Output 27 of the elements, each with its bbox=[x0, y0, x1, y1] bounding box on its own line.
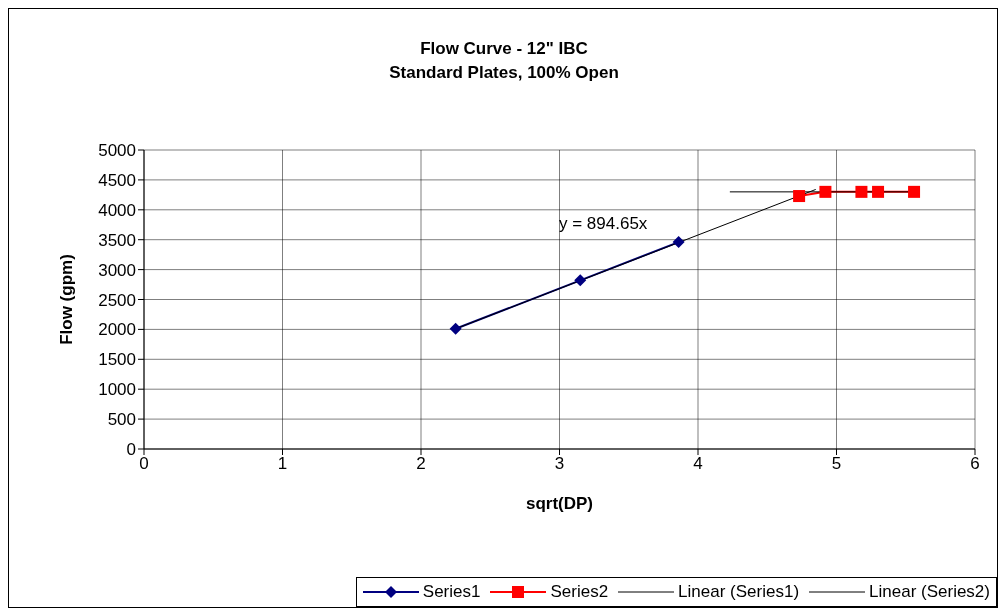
x-tick-label: 3 bbox=[554, 454, 565, 474]
y-tick-label: 3000 bbox=[98, 260, 136, 280]
x-tick-label: 6 bbox=[970, 454, 980, 474]
y-tick-label: 5000 bbox=[98, 141, 136, 161]
x-tick-label: 2 bbox=[416, 454, 426, 474]
y-tick-label: 500 bbox=[107, 410, 136, 430]
y-tick-label: 2000 bbox=[98, 320, 136, 340]
y-tick-label: 0 bbox=[126, 440, 136, 460]
y-tick-label: 4000 bbox=[98, 200, 136, 220]
y-tick-label: 1500 bbox=[98, 350, 136, 370]
legend-label: Linear (Series2) bbox=[869, 582, 990, 602]
x-tick-label: 4 bbox=[693, 454, 703, 474]
x-tick-label: 1 bbox=[277, 454, 288, 474]
annotation: y = 894.65x bbox=[559, 214, 648, 234]
x-axis-title: sqrt(DP) bbox=[525, 494, 594, 513]
y-tick-label: 4500 bbox=[98, 170, 136, 190]
x-tick-label: 0 bbox=[139, 454, 149, 474]
y-tick-label: 1000 bbox=[98, 380, 136, 400]
y-tick-label: 2500 bbox=[98, 290, 136, 310]
legend-label: Series1 bbox=[422, 582, 481, 602]
chart-title: Flow Curve - 12" IBC bbox=[419, 38, 589, 60]
y-tick-label: 3500 bbox=[98, 230, 136, 250]
y-axis-title: Flow (gpm) bbox=[57, 254, 77, 345]
x-tick-label: 5 bbox=[831, 454, 842, 474]
chart-subtitle: Standard Plates, 100% Open bbox=[388, 62, 620, 84]
legend-label: Linear (Series1) bbox=[678, 582, 800, 602]
legend-label: Series2 bbox=[550, 582, 609, 602]
